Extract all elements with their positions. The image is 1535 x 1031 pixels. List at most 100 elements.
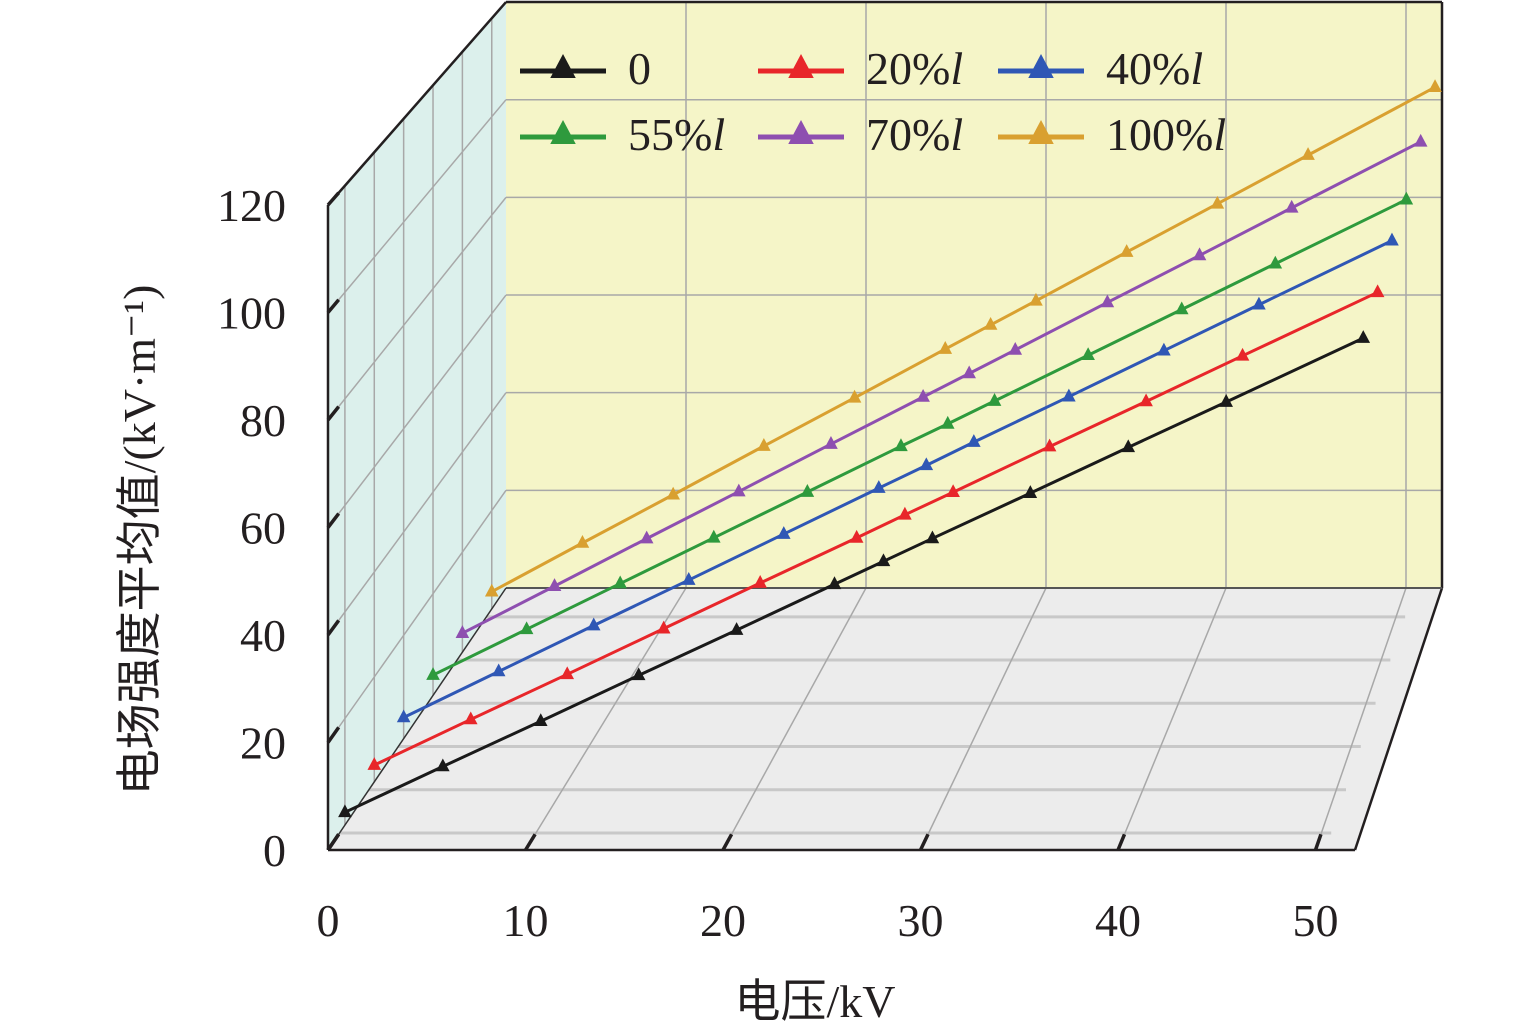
data-point-marker	[1023, 485, 1038, 498]
y-tick-label: 20	[240, 718, 286, 769]
legend-triangle-icon	[550, 120, 576, 144]
data-point-marker	[757, 438, 771, 451]
y-tick-label: 40	[240, 610, 286, 661]
data-point-marker	[1428, 79, 1442, 92]
data-point-marker	[1121, 439, 1136, 453]
series-line	[344, 336, 1364, 814]
x-tick	[524, 833, 537, 851]
legend-triangle-icon	[788, 120, 814, 144]
x-tick-label: 30	[898, 895, 944, 946]
data-point-marker	[1139, 393, 1153, 407]
left-wall-gridline	[327, 196, 507, 421]
x-tick	[326, 833, 341, 851]
series-20pctl	[367, 284, 1385, 770]
data-point-marker	[776, 526, 791, 539]
legend-label: 70%l	[866, 109, 963, 160]
data-point-marker	[987, 393, 1002, 406]
data-point-marker	[1385, 232, 1399, 246]
series-40pctl	[396, 232, 1399, 723]
data-point-marker	[946, 484, 960, 498]
series-line	[461, 140, 1422, 635]
floor-gridline	[722, 587, 867, 851]
legend-item: 55%l	[520, 109, 725, 160]
data-point-marker	[753, 575, 767, 588]
data-point-marker	[560, 666, 575, 680]
left-wall-gridline	[327, 392, 507, 636]
data-point-marker	[916, 389, 930, 402]
frame-edge	[1353, 587, 1444, 851]
data-point-marker	[898, 506, 912, 520]
data-point-marker	[1119, 244, 1134, 257]
legend-triangle-icon	[1028, 54, 1054, 78]
data-point-marker	[1284, 199, 1299, 213]
data-point-marker	[962, 365, 976, 379]
data-point-marker	[1192, 247, 1207, 261]
x-tick	[721, 833, 734, 851]
left-wall-gridline	[327, 489, 507, 743]
x-tick	[1116, 833, 1127, 851]
floor	[328, 588, 1442, 850]
data-point-marker	[938, 341, 953, 354]
left-wall-gridline	[327, 99, 507, 313]
legend-label: 100%l	[1106, 109, 1226, 160]
x-tick	[918, 833, 930, 851]
data-point-marker	[967, 434, 981, 447]
data-point-marker	[1029, 292, 1043, 306]
data-point-marker	[940, 415, 955, 429]
data-point-marker	[547, 578, 562, 591]
legend-label: 55%l	[628, 109, 725, 160]
data-point-marker	[681, 572, 696, 585]
x-tick-label: 50	[1293, 895, 1339, 946]
data-point-marker	[1235, 347, 1250, 361]
series-line	[491, 85, 1436, 594]
y-tick-label: 100	[217, 288, 286, 339]
legend-item: 0	[520, 43, 651, 94]
data-point-marker	[1301, 147, 1315, 160]
data-point-marker	[484, 583, 499, 597]
floor-gridline	[1117, 587, 1227, 851]
legend-triangle-icon	[788, 54, 814, 78]
series-100pctl	[484, 79, 1442, 597]
data-point-marker	[519, 621, 534, 635]
data-point-marker	[827, 576, 842, 590]
data-point-marker	[1081, 347, 1095, 361]
legend-item: 40%l	[998, 43, 1203, 94]
legend-item: 100%l	[998, 109, 1226, 160]
series-0	[338, 330, 1371, 818]
floor-gridline	[1314, 587, 1407, 851]
data-point-marker	[1008, 341, 1023, 355]
data-point-marker	[983, 316, 998, 330]
data-point-marker	[491, 663, 506, 677]
data-point-marker	[1157, 342, 1171, 356]
y-tick-label: 60	[240, 503, 286, 554]
data-point-marker	[706, 529, 721, 543]
y-tick	[326, 512, 341, 529]
data-point-marker	[639, 530, 654, 544]
legend-label: 0	[628, 43, 651, 94]
legend-label: 20%l	[866, 43, 963, 94]
data-point-marker	[729, 622, 744, 635]
data-point-marker	[1042, 438, 1057, 452]
y-tick	[326, 726, 341, 744]
left-wall	[328, 2, 506, 851]
y-tick-label: 120	[217, 180, 286, 231]
data-point-marker	[732, 483, 746, 497]
data-point-marker	[367, 757, 382, 770]
data-point-marker	[463, 711, 478, 725]
data-point-marker	[426, 667, 440, 680]
data-point-marker	[1268, 255, 1283, 269]
data-point-marker	[533, 713, 548, 727]
data-point-marker	[894, 438, 908, 452]
y-tick	[326, 298, 341, 314]
data-point-marker	[1100, 294, 1115, 308]
series-line	[373, 290, 1379, 767]
data-point-marker	[455, 625, 470, 638]
data-point-marker	[656, 620, 671, 634]
legend-triangle-icon	[550, 54, 576, 78]
legend-item: 70%l	[758, 109, 963, 160]
y-tick-label: 80	[240, 395, 286, 446]
series-line	[432, 198, 1407, 677]
series-55pctl	[426, 191, 1414, 680]
data-point-marker	[1399, 191, 1414, 205]
